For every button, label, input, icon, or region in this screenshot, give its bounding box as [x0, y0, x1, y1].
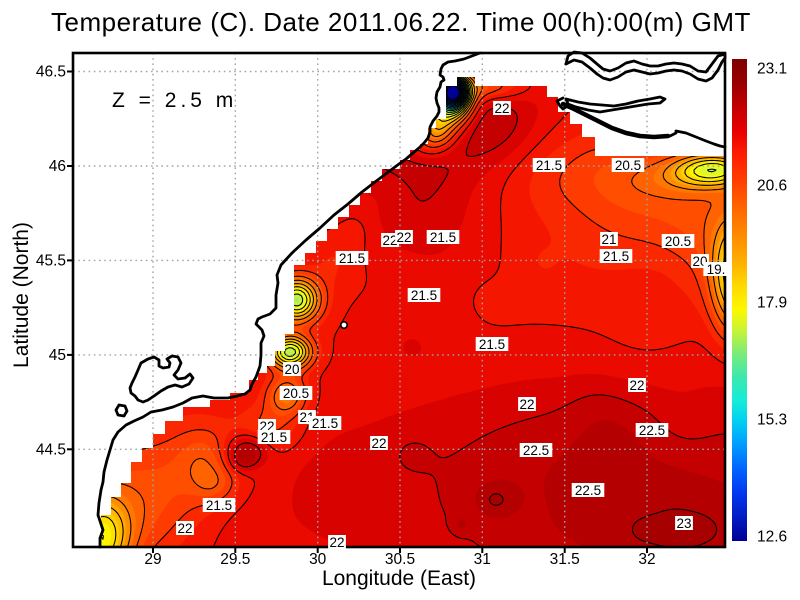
svg-text:32: 32 — [638, 551, 655, 568]
svg-text:20: 20 — [284, 362, 299, 377]
svg-text:20.5: 20.5 — [615, 158, 641, 173]
svg-text:21: 21 — [601, 232, 616, 247]
svg-text:22: 22 — [629, 378, 644, 393]
svg-text:22: 22 — [371, 436, 386, 451]
svg-text:30: 30 — [309, 551, 327, 568]
svg-text:46.5: 46.5 — [36, 64, 66, 81]
svg-text:20.5: 20.5 — [665, 234, 691, 249]
svg-text:Temperature (C). Date 2011.06.: Temperature (C). Date 2011.06.22. Time 0… — [51, 7, 751, 37]
svg-text:12.6: 12.6 — [757, 529, 787, 546]
svg-text:15.3: 15.3 — [757, 412, 787, 429]
svg-text:44.5: 44.5 — [36, 441, 66, 458]
svg-text:45: 45 — [49, 347, 66, 364]
svg-text:20.6: 20.6 — [757, 178, 787, 195]
svg-text:22: 22 — [382, 233, 397, 248]
svg-text:21.5: 21.5 — [603, 249, 629, 264]
svg-text:Longitude (East): Longitude (East) — [322, 567, 476, 590]
svg-text:21.5: 21.5 — [261, 430, 287, 445]
svg-text:20.5: 20.5 — [283, 386, 309, 401]
svg-text:23.1: 23.1 — [757, 61, 787, 78]
svg-text:29: 29 — [144, 551, 161, 568]
svg-text:22.5: 22.5 — [523, 443, 549, 458]
svg-text:22.5: 22.5 — [639, 423, 665, 438]
svg-text:17.9: 17.9 — [757, 295, 787, 312]
svg-text:22: 22 — [494, 101, 509, 116]
svg-text:21.5: 21.5 — [411, 288, 437, 303]
svg-text:Latitude (North): Latitude (North) — [10, 222, 33, 368]
svg-text:21.5: 21.5 — [339, 251, 365, 266]
svg-text:46: 46 — [49, 158, 66, 175]
svg-text:22: 22 — [519, 397, 534, 412]
svg-text:21.5: 21.5 — [479, 337, 505, 352]
svg-text:21.5: 21.5 — [430, 230, 456, 245]
svg-text:21.5: 21.5 — [536, 158, 562, 173]
svg-text:29.5: 29.5 — [220, 551, 250, 568]
svg-text:19.: 19. — [707, 262, 726, 277]
svg-text:30.5: 30.5 — [385, 551, 415, 568]
svg-text:31.5: 31.5 — [550, 551, 580, 568]
svg-text:21.5: 21.5 — [206, 498, 232, 513]
svg-text:31: 31 — [474, 551, 491, 568]
svg-text:21.5: 21.5 — [312, 416, 338, 431]
svg-text:22: 22 — [177, 521, 192, 536]
svg-text:22: 22 — [329, 535, 344, 550]
svg-text:23: 23 — [676, 516, 691, 531]
svg-text:Z = 2.5 m: Z = 2.5 m — [112, 89, 237, 112]
svg-text:45.5: 45.5 — [36, 252, 66, 269]
svg-text:22: 22 — [396, 230, 411, 245]
svg-text:22.5: 22.5 — [575, 483, 601, 498]
